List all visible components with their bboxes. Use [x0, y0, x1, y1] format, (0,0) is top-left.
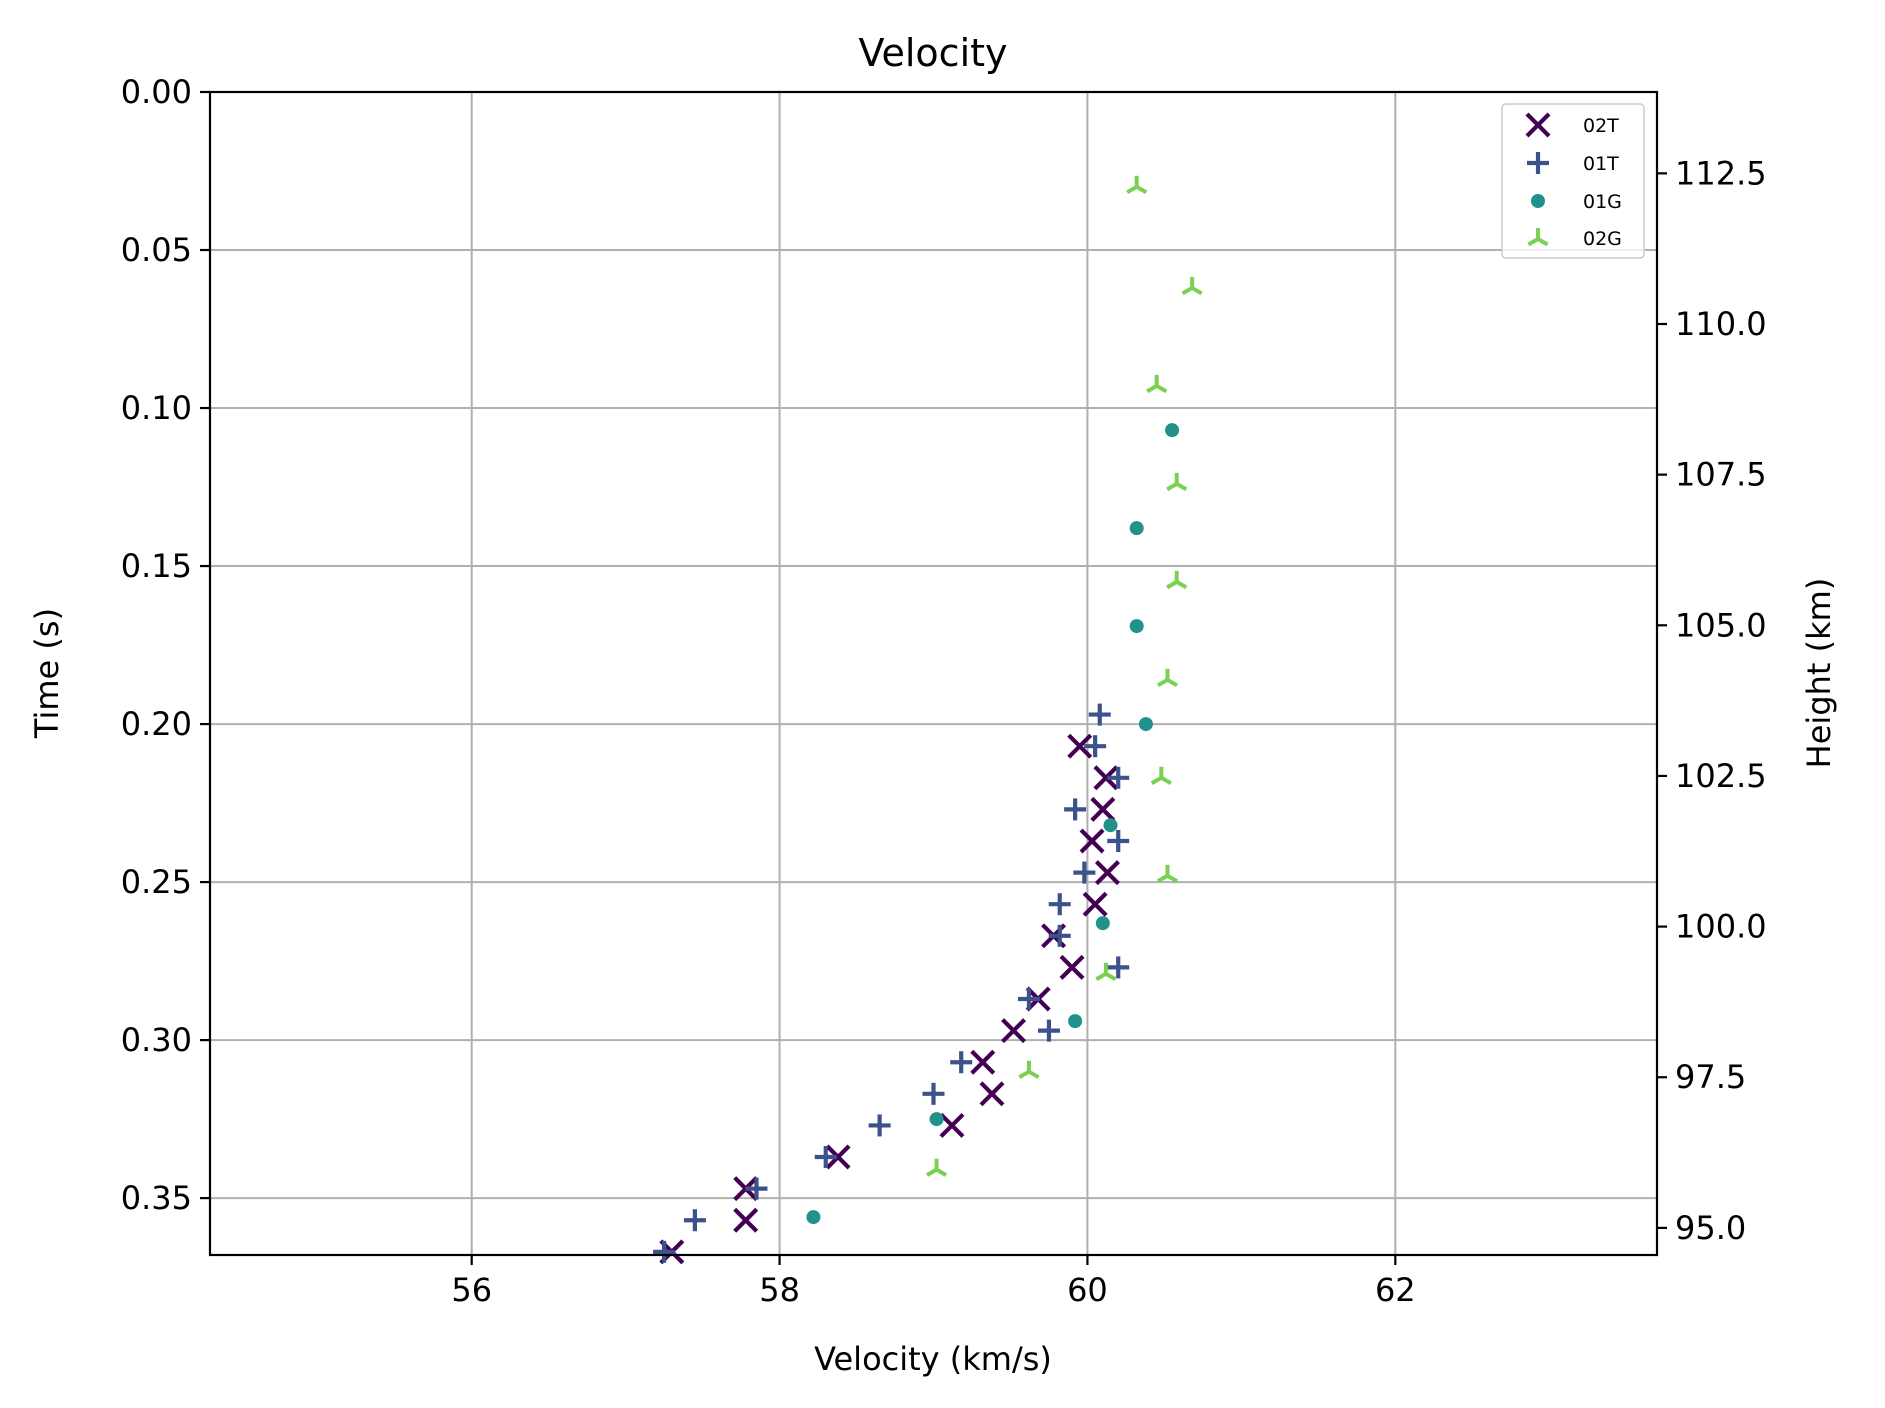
data-point-01T: [683, 1209, 706, 1232]
data-point-02T: [970, 1049, 996, 1075]
data-point-02T: [1093, 765, 1119, 791]
data-point-01G: [1103, 818, 1118, 833]
series-02G: [926, 175, 1203, 1177]
data-point-01G: [1095, 916, 1110, 931]
data-point-01T: [1017, 988, 1040, 1011]
plot-frame: [208, 90, 1659, 1257]
data-point-01G: [1129, 619, 1144, 634]
x-tick-label: 60: [1067, 1271, 1108, 1309]
data-point-02T: [1090, 796, 1116, 822]
legend-marker-01G: [1531, 194, 1545, 208]
axes: 56 58 60 62 0.00 0.05 0.10 0.15 0.20 0.25 0.30 0.35…: [121, 73, 1767, 1309]
x-tick-label: 62: [1375, 1271, 1416, 1309]
y2-tick-label: 95.0: [1675, 1209, 1746, 1247]
legend-marker-02G: [1527, 228, 1549, 247]
legend-label-02G: 02G: [1583, 228, 1622, 250]
data-point-02G: [1146, 374, 1168, 394]
y2-tick-label: 102.5: [1675, 757, 1767, 795]
data-point-02G: [1156, 668, 1179, 688]
y-axis-label: Time (s): [28, 608, 66, 739]
data-point-01T: [1088, 703, 1111, 726]
data-point-01T: [1048, 924, 1071, 947]
x-tick-label: 58: [759, 1271, 800, 1309]
y-tick-label: 0.35: [121, 1179, 192, 1217]
data-point-01T: [1107, 766, 1130, 789]
data-point-01T: [950, 1051, 973, 1074]
data-point-01G: [1165, 423, 1180, 438]
data-point-02T: [1094, 860, 1120, 886]
data-point-01T: [1048, 893, 1071, 916]
legend-label-01G: 01G: [1583, 191, 1622, 213]
data-point-01T: [1037, 1019, 1060, 1042]
data-point-02G: [1156, 864, 1179, 883]
y-tick-label: 0.10: [121, 389, 192, 427]
data-point-01T: [1107, 956, 1130, 979]
chart-title: Velocity: [858, 31, 1007, 75]
series-01T: [653, 703, 1130, 1263]
y-tick-label: 0.30: [121, 1021, 192, 1059]
data-point-01T: [1073, 861, 1096, 884]
data-point-02G: [1018, 1060, 1040, 1079]
legend: 02T 01T 01G 02G: [1501, 103, 1645, 259]
legend-markers: [1525, 112, 1551, 247]
data-point-02T: [1067, 733, 1093, 759]
data-point-01G: [806, 1210, 821, 1225]
y2-tick-label: 107.5: [1675, 456, 1767, 494]
data-point-01T: [868, 1114, 891, 1137]
data-point-02G: [1181, 276, 1203, 296]
data-point-01T: [1084, 735, 1107, 758]
data-point-01T: [1107, 829, 1130, 852]
data-point-01T: [1064, 798, 1087, 821]
y2-tick-label: 100.0: [1675, 908, 1767, 946]
data-point-01G: [1068, 1014, 1083, 1029]
data-point-02T: [939, 1112, 965, 1138]
y-tick-label: 0.20: [121, 705, 192, 743]
y2-tick-label: 110.0: [1675, 305, 1767, 343]
data-point-01T: [814, 1146, 837, 1169]
legend-marker-02T: [1525, 112, 1551, 138]
legend-box: [1501, 103, 1645, 259]
x-tick-label: 56: [451, 1271, 492, 1309]
data-point-01G: [929, 1112, 944, 1127]
plot-area-background: [210, 92, 1657, 1255]
data-points: [653, 175, 1203, 1265]
y-tick-label: 0.00: [121, 73, 192, 111]
series-01G: [806, 423, 1180, 1225]
data-point-01G: [1129, 521, 1144, 536]
data-point-02G: [1166, 570, 1188, 590]
data-point-01T: [745, 1177, 768, 1200]
legend-label-01T: 01T: [1583, 153, 1619, 175]
data-point-01T: [922, 1082, 945, 1105]
y-tick-label: 0.15: [121, 547, 192, 585]
y-tick-label: 0.05: [121, 231, 192, 269]
legend-label-02T: 02T: [1583, 115, 1619, 137]
data-point-02T: [733, 1207, 759, 1233]
data-point-01G: [1138, 717, 1153, 732]
y2-tick-label: 112.5: [1675, 154, 1767, 192]
data-point-02G: [1126, 175, 1148, 195]
y2-tick-label: 97.5: [1675, 1058, 1746, 1096]
data-point-02T: [1082, 891, 1108, 917]
data-point-02G: [1166, 472, 1188, 492]
data-point-02G: [926, 1158, 948, 1177]
y-tick-label: 0.25: [121, 863, 192, 901]
y2-axis-label: Height (km): [1800, 578, 1838, 769]
data-point-02G: [1095, 962, 1117, 981]
data-point-02T: [1059, 954, 1085, 980]
data-point-01T: [653, 1240, 676, 1263]
x-axis-label: Velocity (km/s): [814, 1340, 1052, 1378]
data-point-02T: [979, 1081, 1005, 1107]
data-point-02G: [1150, 766, 1172, 786]
grid: [210, 91, 1657, 1255]
y2-tick-label: 105.0: [1675, 606, 1767, 644]
data-point-02T: [1001, 1018, 1027, 1044]
legend-marker-01T: [1527, 152, 1549, 174]
data-point-02T: [1079, 828, 1105, 854]
data-point-02T: [825, 1144, 851, 1170]
